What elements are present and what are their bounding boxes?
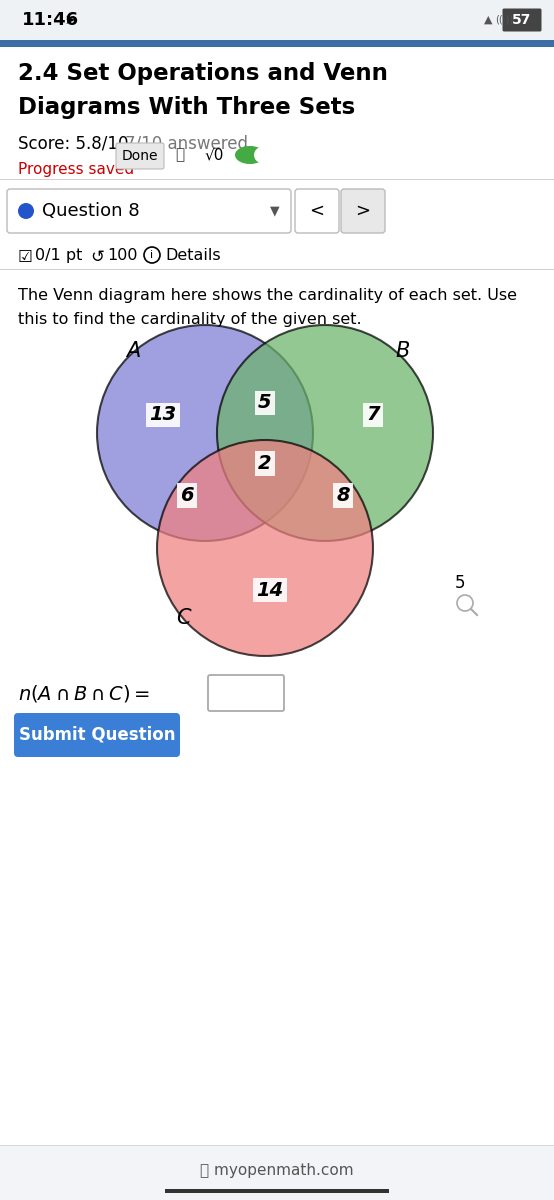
Text: 🖨: 🖨 [176, 148, 184, 162]
Text: ▲: ▲ [484, 14, 493, 25]
FancyBboxPatch shape [208, 674, 284, 710]
Text: 7/10 answered: 7/10 answered [125, 134, 248, 152]
Text: 13: 13 [150, 406, 177, 425]
Text: 100: 100 [107, 248, 137, 263]
Text: >: > [356, 202, 371, 220]
FancyBboxPatch shape [7, 188, 291, 233]
Bar [0, 1145, 554, 1200]
Text: 🔒 myopenmath.com: 🔒 myopenmath.com [200, 1163, 354, 1177]
Text: 6: 6 [180, 486, 194, 505]
FancyBboxPatch shape [116, 143, 164, 169]
Text: 0/1 pt: 0/1 pt [35, 248, 83, 263]
Text: Done: Done [122, 149, 158, 163]
Text: 8: 8 [336, 486, 350, 505]
Text: $n(A \cap B \cap C) =$: $n(A \cap B \cap C) =$ [18, 683, 150, 703]
Text: Question 8: Question 8 [42, 202, 140, 220]
Bar [0, 179, 554, 180]
Bar [0, 0, 554, 40]
FancyBboxPatch shape [295, 188, 339, 233]
FancyBboxPatch shape [165, 1189, 389, 1193]
Text: 14: 14 [257, 581, 284, 600]
Text: The Venn diagram here shows the cardinality of each set. Use: The Venn diagram here shows the cardinal… [18, 288, 517, 302]
Text: C: C [176, 608, 191, 628]
Text: A: A [126, 341, 140, 361]
Text: i: i [151, 250, 153, 260]
Text: B: B [396, 341, 410, 361]
Circle shape [217, 325, 433, 541]
Text: Diagrams With Three Sets: Diagrams With Three Sets [18, 96, 355, 119]
Text: this to find the cardinality of the given set.: this to find the cardinality of the give… [18, 312, 362, 326]
Circle shape [18, 203, 34, 218]
Text: <: < [310, 202, 325, 220]
Text: ☑: ☑ [18, 248, 33, 266]
Text: 11:46: 11:46 [22, 11, 79, 29]
Text: ➤: ➤ [65, 13, 75, 26]
Ellipse shape [235, 146, 265, 164]
FancyBboxPatch shape [502, 8, 541, 31]
Text: ↺: ↺ [90, 248, 104, 266]
Text: √0: √0 [205, 148, 224, 162]
Bar [0, 40, 554, 47]
Text: ▼: ▼ [270, 204, 280, 217]
Text: 57: 57 [512, 13, 532, 26]
Text: 5: 5 [258, 394, 272, 413]
FancyBboxPatch shape [14, 713, 180, 757]
Text: 2: 2 [258, 454, 272, 473]
Text: 5: 5 [455, 574, 465, 592]
FancyBboxPatch shape [341, 188, 385, 233]
Text: Details: Details [165, 248, 220, 263]
Text: 2.4 Set Operations and Venn: 2.4 Set Operations and Venn [18, 62, 388, 85]
Circle shape [254, 146, 270, 163]
Text: Progress saved: Progress saved [18, 162, 134, 176]
Circle shape [97, 325, 313, 541]
Circle shape [157, 440, 373, 656]
Text: Submit Question: Submit Question [19, 726, 175, 744]
Text: ((·)): ((·)) [495, 14, 513, 25]
Text: Score: 5.8/10: Score: 5.8/10 [18, 134, 129, 152]
Text: 7: 7 [366, 406, 380, 425]
Bar [0, 269, 554, 270]
